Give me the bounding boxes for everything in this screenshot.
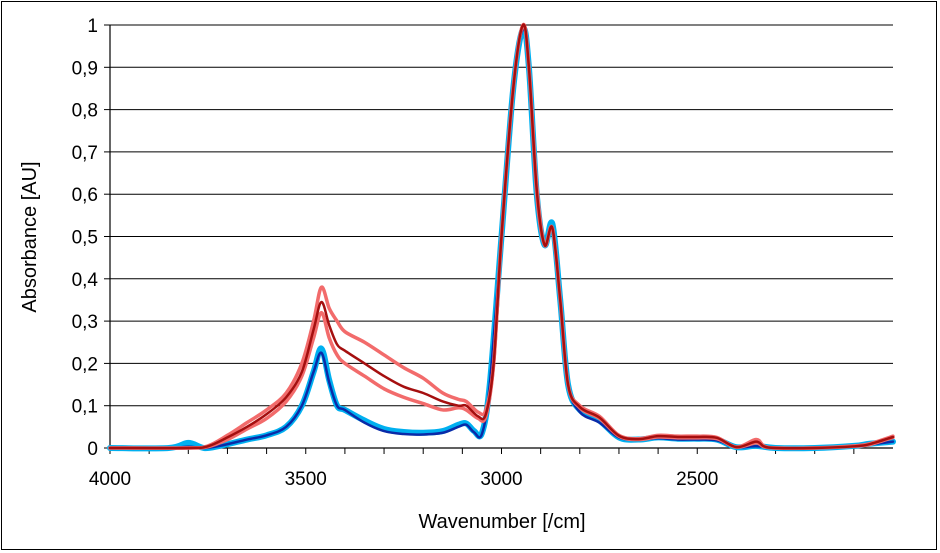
y-tick-label-7: 0,7 [72,143,98,164]
series-line-4 [108,23,895,450]
y-tick-label-8: 0,8 [72,101,98,122]
x-tick-label-0: 4000 [89,469,131,490]
x-tick-labels: 4000 3500 3000 2500 [89,469,719,490]
x-axis-title: Wavenumber [/cm] [418,511,585,533]
plot-area [107,22,896,452]
y-tick-label-10: 1 [87,16,98,37]
y-tick-label-2: 0,2 [72,354,98,375]
y-tick-labels: 0 0,1 0,2 0,3 0,4 0,5 0,6 0,7 0,8 0,9 1 [72,16,99,460]
y-tick-label-5: 0,5 [72,228,98,249]
x-tick-label-2: 3000 [480,469,522,490]
y-axis-title: Absorbance [AU] [19,161,41,312]
y-tick-label-1: 0,1 [72,397,98,418]
grid-lines [110,24,893,407]
y-tick-label-3: 0,3 [72,312,98,333]
y-tick-label-4: 0,4 [72,270,99,291]
y-tick-label-6: 0,6 [72,185,98,206]
x-tick-label-1: 3500 [285,469,327,490]
x-tick-label-3: 2500 [676,469,718,490]
y-tick-label-9: 0,9 [72,58,98,79]
y-tick-label-0: 0 [87,439,98,460]
